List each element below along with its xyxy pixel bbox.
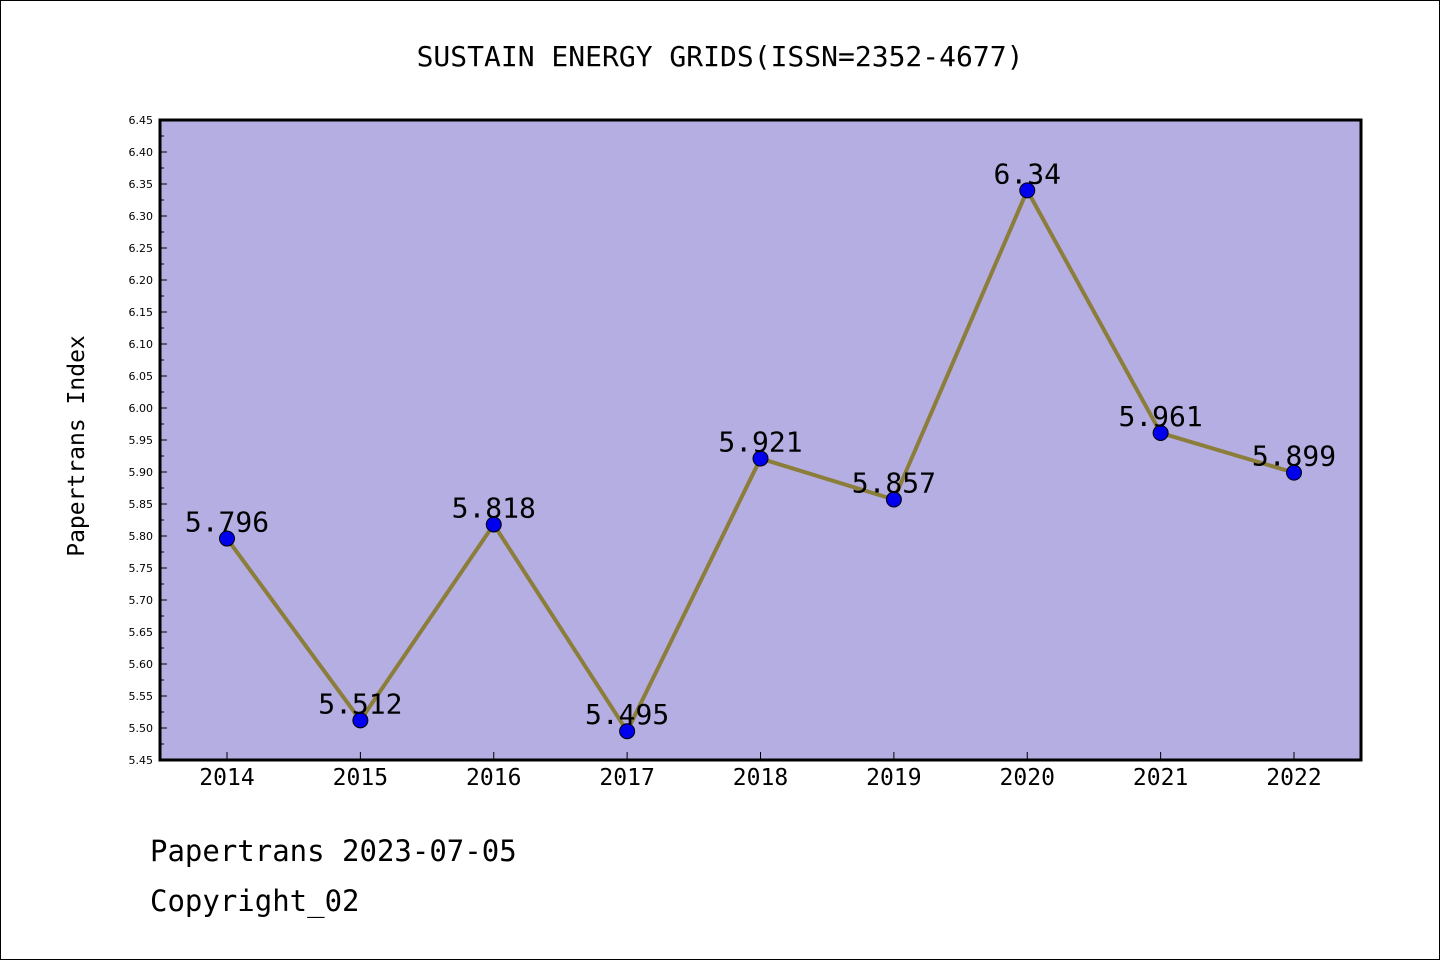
x-axis: 2014 2015 2016 2017 2018 2019 2020 2021 2022 bbox=[199, 752, 1322, 791]
y-tick-label: 5.95 bbox=[129, 434, 154, 447]
y-tick-label: 5.65 bbox=[129, 626, 154, 639]
data-point bbox=[352, 712, 369, 729]
x-tick-label: 2018 bbox=[733, 765, 788, 791]
chart-title: SUSTAIN ENERGY GRIDS(ISSN=2352-4677) bbox=[417, 40, 1024, 73]
y-tick-label: 6.45 bbox=[129, 114, 154, 127]
footer-copyright: Copyright_02 bbox=[150, 884, 360, 918]
footer-date: Papertrans 2023-07-05 bbox=[150, 834, 517, 868]
y-axis: 5.45 5.50 5.55 5.60 5.65 5.70 5.75 5.80 5.85 5.90… bbox=[129, 114, 167, 767]
data-point bbox=[885, 491, 902, 508]
data-label: 5.961 bbox=[1118, 400, 1202, 433]
x-tick-label: 2015 bbox=[333, 765, 388, 791]
y-tick-label: 5.55 bbox=[129, 690, 154, 703]
y-tick-label: 6.10 bbox=[129, 338, 154, 351]
x-tick-label: 2014 bbox=[199, 765, 254, 791]
data-point bbox=[1152, 424, 1169, 441]
y-tick-label: 6.20 bbox=[129, 274, 154, 287]
data-label: 5.512 bbox=[318, 687, 402, 720]
data-point bbox=[1286, 464, 1302, 481]
data-label: 5.796 bbox=[185, 506, 269, 539]
x-tick-label: 2017 bbox=[599, 765, 654, 791]
y-tick-label: 5.75 bbox=[129, 562, 154, 575]
data-point bbox=[752, 450, 769, 467]
x-tick-label: 2021 bbox=[1133, 765, 1188, 791]
data-label: 5.857 bbox=[852, 467, 936, 500]
x-tick-label: 2019 bbox=[866, 765, 921, 791]
y-tick-label: 6.25 bbox=[129, 242, 154, 255]
data-point bbox=[619, 723, 636, 740]
y-axis-label: Papertrans Index bbox=[64, 335, 90, 557]
y-tick-label: 5.90 bbox=[129, 466, 154, 479]
y-tick-label: 6.35 bbox=[129, 178, 154, 191]
data-label: 5.899 bbox=[1252, 440, 1336, 473]
x-tick-label: 2020 bbox=[1000, 765, 1055, 791]
x-tick-label: 2016 bbox=[466, 765, 521, 791]
y-tick-label: 6.40 bbox=[129, 146, 154, 159]
y-tick-label: 6.30 bbox=[129, 210, 154, 223]
data-label: 6.34 bbox=[994, 157, 1061, 190]
series-layer: 5.796 5.512 5.818 5.495 5.921 5.857 6.34 5.961 5… bbox=[185, 157, 1336, 740]
x-tick-label: 2022 bbox=[1266, 765, 1321, 791]
data-label: 5.495 bbox=[585, 698, 669, 731]
y-tick-label: 6.15 bbox=[129, 306, 154, 319]
y-tick-label: 5.85 bbox=[129, 498, 154, 511]
data-point bbox=[219, 530, 235, 547]
y-tick-label: 5.45 bbox=[129, 754, 154, 767]
y-tick-label: 6.05 bbox=[129, 370, 154, 383]
y-tick-label: 5.50 bbox=[129, 722, 154, 735]
y-tick-label: 5.80 bbox=[129, 530, 154, 543]
data-label: 5.818 bbox=[452, 491, 536, 524]
y-tick-label: 6.00 bbox=[129, 402, 154, 415]
y-tick-label: 5.60 bbox=[129, 658, 154, 671]
data-label: 5.921 bbox=[718, 426, 802, 459]
data-point bbox=[1019, 182, 1036, 199]
data-point bbox=[485, 516, 502, 533]
y-tick-label: 5.70 bbox=[129, 594, 154, 607]
